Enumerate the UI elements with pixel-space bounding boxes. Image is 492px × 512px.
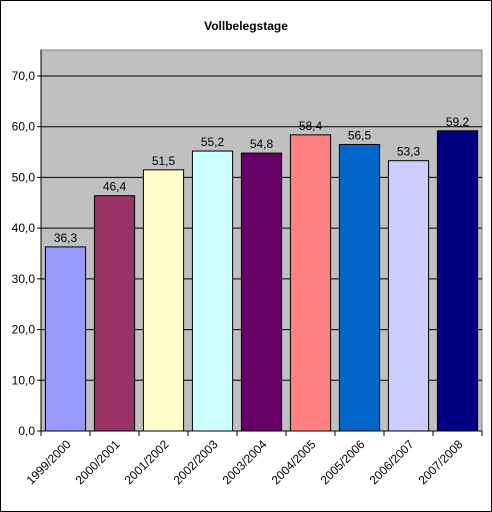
bar: [240, 152, 283, 432]
data-label: 46,4: [103, 180, 127, 194]
x-tick-label: 2007/2008: [416, 437, 466, 487]
x-tick-label: 2003/2004: [220, 437, 270, 487]
x-tick-label: 2000/2001: [73, 437, 123, 487]
x-tick-label: 2004/2005: [269, 437, 319, 487]
data-label: 51,5: [152, 154, 176, 168]
data-labels: 36,3 46,4 51,5 55,2 54,8 58,4 56,5 53,3 59,2: [54, 115, 470, 245]
y-tick-label: 0,0: [18, 424, 35, 438]
x-tick-label: 2002/2003: [171, 437, 221, 487]
bar: [289, 134, 332, 432]
x-tick-label: 2005/2006: [318, 437, 368, 487]
y-tick-label: 10,0: [12, 373, 36, 387]
data-label: 53,3: [397, 145, 421, 159]
x-tick-labels: 1999/20002000/20012001/20022002/20032003…: [24, 437, 466, 487]
bars: [44, 130, 479, 432]
data-label: 36,3: [54, 231, 78, 245]
y-tick-labels: 0,0 10,0 20,0 30,0 40,0 50,0 60,0 70,0: [12, 69, 36, 438]
y-tick-label: 30,0: [12, 272, 36, 286]
x-tick-label: 1999/2000: [24, 437, 74, 487]
bar: [191, 150, 234, 432]
data-label: 58,4: [299, 119, 323, 133]
bar: [436, 130, 479, 432]
bar: [142, 169, 185, 432]
bar: [387, 160, 430, 432]
data-label: 56,5: [348, 128, 372, 142]
y-tick-label: 50,0: [12, 170, 36, 184]
y-tick-label: 20,0: [12, 323, 36, 337]
x-tick-label: 2006/2007: [367, 437, 417, 487]
data-label: 55,2: [201, 135, 225, 149]
x-tick-label: 2001/2002: [122, 437, 172, 487]
y-tick-label: 40,0: [12, 221, 36, 235]
axes: [37, 50, 483, 436]
bar: [93, 195, 136, 432]
bar: [44, 246, 87, 432]
y-tick-label: 70,0: [12, 69, 36, 83]
chart-title: Vollbelegstage: [204, 19, 288, 33]
data-label: 59,2: [446, 115, 470, 129]
bar: [338, 143, 381, 432]
data-label: 54,8: [250, 137, 274, 151]
y-tick-label: 60,0: [12, 120, 36, 134]
